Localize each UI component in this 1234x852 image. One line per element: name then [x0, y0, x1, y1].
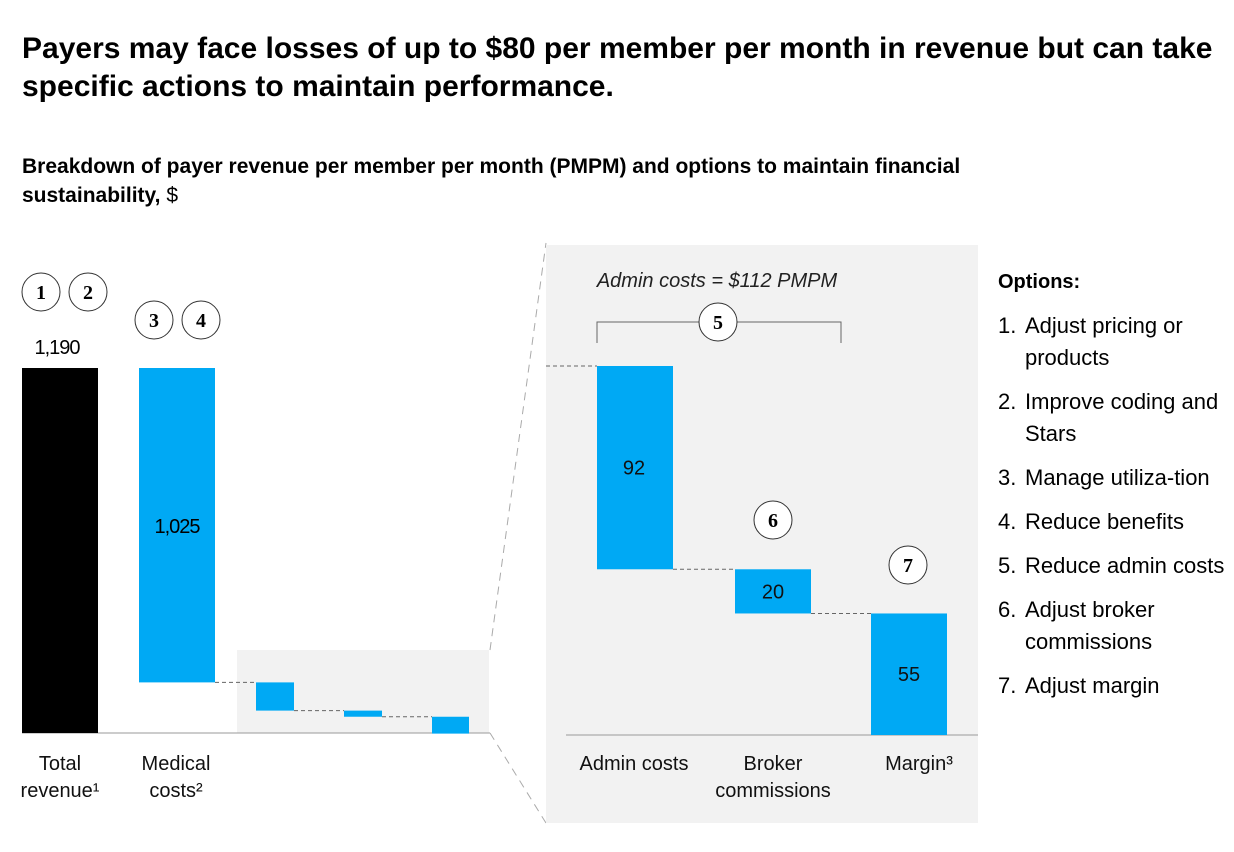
zoom-guide-bottom [489, 732, 547, 824]
bar-broker-commissions [735, 569, 811, 614]
option-text: Improve coding and Stars [1025, 389, 1219, 446]
marker-circle [698, 302, 738, 342]
option-item: 5. Reduce admin costs [998, 550, 1228, 582]
category-label-medical-costs: Medical [142, 753, 211, 775]
option-number: 4. [998, 509, 1017, 534]
marker-circle [21, 272, 61, 312]
option-number: 5. [998, 553, 1017, 578]
chart-subtitle: Breakdown of payer revenue per member pe… [22, 152, 1072, 210]
data-label: 92 [623, 458, 645, 480]
category-label-admin-costs: Admin costs [580, 753, 689, 775]
marker-circle [134, 300, 174, 340]
subtitle-text: Breakdown of payer revenue per member pe… [22, 155, 961, 207]
bar-small-step [432, 716, 469, 734]
option-text: Reduce admin costs [1025, 553, 1225, 578]
bar-small-step [256, 682, 294, 711]
option-number: 2. [998, 389, 1017, 414]
options-list: 1. Adjust pricing or products 2. Improve co… [998, 310, 1228, 702]
bar-admin-costs [597, 366, 673, 570]
option-item: 4. Reduce benefits [998, 506, 1228, 538]
marker-label: 2 [83, 282, 93, 304]
data-label: 55 [898, 664, 920, 686]
marker-label: 5 [713, 312, 723, 334]
option-item: 1. Adjust pricing or products [998, 310, 1228, 374]
options-panel: Options: 1. Adjust pricing or products 2. I… [998, 266, 1228, 714]
option-text: Adjust pricing or products [1025, 313, 1183, 370]
zoom-guide-top [489, 242, 547, 651]
category-label-broker-commissions: commissions [715, 780, 831, 802]
option-number: 7. [998, 673, 1017, 698]
option-number: 3. [998, 465, 1017, 490]
marker-circle [181, 300, 221, 340]
option-item: 2. Improve coding and Stars [998, 386, 1228, 450]
bar-total-revenue [22, 368, 98, 733]
options-heading: Options: [998, 271, 1081, 293]
option-number: 6. [998, 597, 1017, 622]
option-text: Reduce benefits [1025, 509, 1184, 534]
data-label-medical-costs: 1,025 [154, 516, 200, 538]
marker-label: 4 [196, 310, 206, 332]
category-label-broker-commissions: Broker [744, 753, 803, 775]
subtitle-unit: $ [166, 184, 179, 207]
admin-costs-annotation: Admin costs = $112 PMPM [596, 270, 838, 292]
option-text: Manage utiliza-tion [1025, 465, 1210, 490]
bar-small-step [344, 710, 382, 717]
marker-circle [68, 272, 108, 312]
marker-label: 1 [36, 282, 46, 304]
data-label-total-revenue: 1,190 [34, 337, 80, 359]
option-text: Adjust broker commissions [1025, 597, 1155, 654]
bar-margin [871, 613, 947, 735]
chart-title: Payers may face losses of up to $80 per … [22, 32, 1213, 103]
marker-label: 6 [768, 510, 778, 532]
bar-medical-costs [139, 368, 215, 683]
data-label: 20 [762, 581, 784, 603]
category-label-total-revenue: Total [39, 753, 81, 775]
option-item: 3. Manage utiliza-tion [998, 462, 1228, 494]
option-number: 1. [998, 313, 1017, 338]
category-label-medical-costs: costs² [149, 780, 203, 802]
marker-circle [888, 545, 928, 585]
marker-circle [753, 500, 793, 540]
category-label-margin: Margin³ [885, 753, 953, 775]
option-text: Adjust margin [1025, 673, 1160, 698]
marker-label: 7 [903, 555, 913, 577]
option-item: 6. Adjust broker commissions [998, 594, 1228, 658]
category-label-total-revenue: revenue¹ [21, 780, 100, 802]
marker-label: 3 [149, 310, 159, 332]
option-item: 7. Adjust margin [998, 670, 1228, 702]
